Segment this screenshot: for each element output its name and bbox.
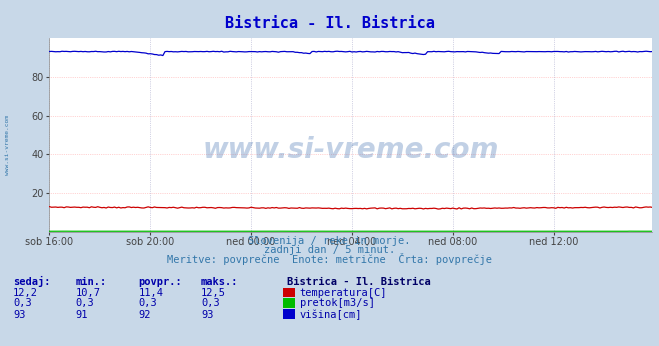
Text: 0,3: 0,3 xyxy=(76,298,94,308)
Text: Slovenija / reke in morje.: Slovenija / reke in morje. xyxy=(248,236,411,246)
Text: Meritve: povprečne  Enote: metrične  Črta: povprečje: Meritve: povprečne Enote: metrične Črta:… xyxy=(167,253,492,265)
Text: 91: 91 xyxy=(76,310,88,320)
Text: 11,4: 11,4 xyxy=(138,288,163,298)
Text: višina[cm]: višina[cm] xyxy=(300,309,362,320)
Text: 0,3: 0,3 xyxy=(201,298,219,308)
Text: 0,3: 0,3 xyxy=(138,298,157,308)
Text: 93: 93 xyxy=(13,310,26,320)
Text: temperatura[C]: temperatura[C] xyxy=(300,288,387,298)
Text: www.si-vreme.com: www.si-vreme.com xyxy=(5,115,11,175)
Text: 92: 92 xyxy=(138,310,151,320)
Text: Bistrica - Il. Bistrica: Bistrica - Il. Bistrica xyxy=(287,277,430,288)
Text: zadnji dan / 5 minut.: zadnji dan / 5 minut. xyxy=(264,245,395,255)
Text: pretok[m3/s]: pretok[m3/s] xyxy=(300,298,375,308)
Text: Bistrica - Il. Bistrica: Bistrica - Il. Bistrica xyxy=(225,16,434,30)
Text: 12,5: 12,5 xyxy=(201,288,226,298)
Text: sedaj:: sedaj: xyxy=(13,276,51,288)
Text: maks.:: maks.: xyxy=(201,277,239,288)
Text: min.:: min.: xyxy=(76,277,107,288)
Text: 0,3: 0,3 xyxy=(13,298,32,308)
Text: povpr.:: povpr.: xyxy=(138,277,182,288)
Text: 10,7: 10,7 xyxy=(76,288,101,298)
Text: 12,2: 12,2 xyxy=(13,288,38,298)
Text: www.si-vreme.com: www.si-vreme.com xyxy=(203,136,499,164)
Text: 93: 93 xyxy=(201,310,214,320)
